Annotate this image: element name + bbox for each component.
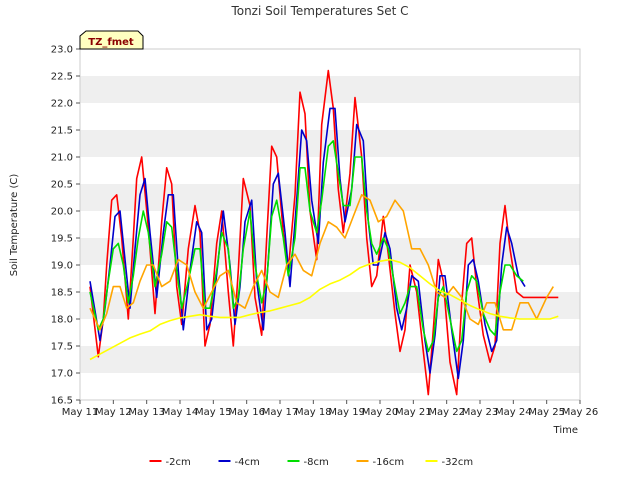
- y-tick-label: 17.0: [51, 369, 73, 380]
- x-tick-label: May 23: [462, 407, 499, 418]
- x-axis-title: Time: [553, 425, 578, 436]
- x-tick-label: May 26: [562, 407, 599, 418]
- y-tick-label: 17.5: [51, 342, 73, 353]
- x-tick-label: May 20: [362, 407, 399, 418]
- y-tick-label: 18.5: [51, 288, 73, 299]
- grid-band: [80, 346, 580, 373]
- series-line-minus-8cm: [89, 140, 524, 353]
- tz-fmet-tag: TZ_fmet: [79, 30, 144, 50]
- y-tick-label: 18.0: [51, 315, 73, 326]
- x-tick-label: May 25: [528, 407, 565, 418]
- series-layer: [89, 69, 559, 396]
- legend-label: -2cm: [166, 457, 191, 468]
- y-tick-label: 16.5: [51, 396, 73, 407]
- series-line-minus-32cm: [89, 258, 559, 361]
- y-tick-label: 22.0: [51, 99, 73, 110]
- y-tick-label: 23.0: [51, 45, 73, 56]
- series-line-minus-2cm: [89, 69, 559, 396]
- y-tick-label: 19.0: [51, 261, 73, 272]
- x-tick-label: May 21: [395, 407, 432, 418]
- y-tick-label: 20.0: [51, 207, 73, 218]
- y-tick-label: 21.5: [51, 126, 73, 137]
- x-tick-label: May 11: [62, 407, 99, 418]
- legend-label: -8cm: [304, 457, 329, 468]
- y-tick-label: 20.5: [51, 180, 73, 191]
- x-tick-label: May 14: [162, 407, 199, 418]
- x-tick-label: May 17: [262, 407, 299, 418]
- y-axis-title: Soil Temperature (C): [9, 174, 20, 277]
- legend-label: -32cm: [442, 457, 474, 468]
- x-tick-label: May 12: [95, 407, 132, 418]
- plot-frame: [79, 48, 581, 401]
- tag-shape: [79, 30, 144, 50]
- chart-title: Tonzi Soil Temperatures Set C: [230, 4, 408, 18]
- legend-label: -16cm: [373, 457, 405, 468]
- x-tick-label: May 18: [295, 407, 332, 418]
- axes-layer: 16.5 17.0 17.5 18.0 18.5 19.0 19.5 20.0 20.5 21.0…: [51, 45, 599, 419]
- x-tick-label: May 22: [428, 407, 465, 418]
- legend: -2cm -4cm -8cm -16cm -32cm: [149, 457, 474, 468]
- plot-background: [80, 49, 580, 400]
- y-tick-label: 22.5: [51, 72, 73, 83]
- series-line-minus-16cm: [89, 194, 554, 331]
- x-tick-label: May 24: [495, 407, 532, 418]
- y-tick-label: 19.5: [51, 234, 73, 245]
- x-tick-label: May 16: [228, 407, 265, 418]
- y-tick-label: 21.0: [51, 153, 73, 164]
- x-tick-label: May 19: [328, 407, 365, 418]
- x-tick-label: May 13: [128, 407, 165, 418]
- x-tick-label: May 15: [195, 407, 232, 418]
- legend-label: -4cm: [235, 457, 260, 468]
- tag-label: TZ_fmet: [88, 37, 134, 48]
